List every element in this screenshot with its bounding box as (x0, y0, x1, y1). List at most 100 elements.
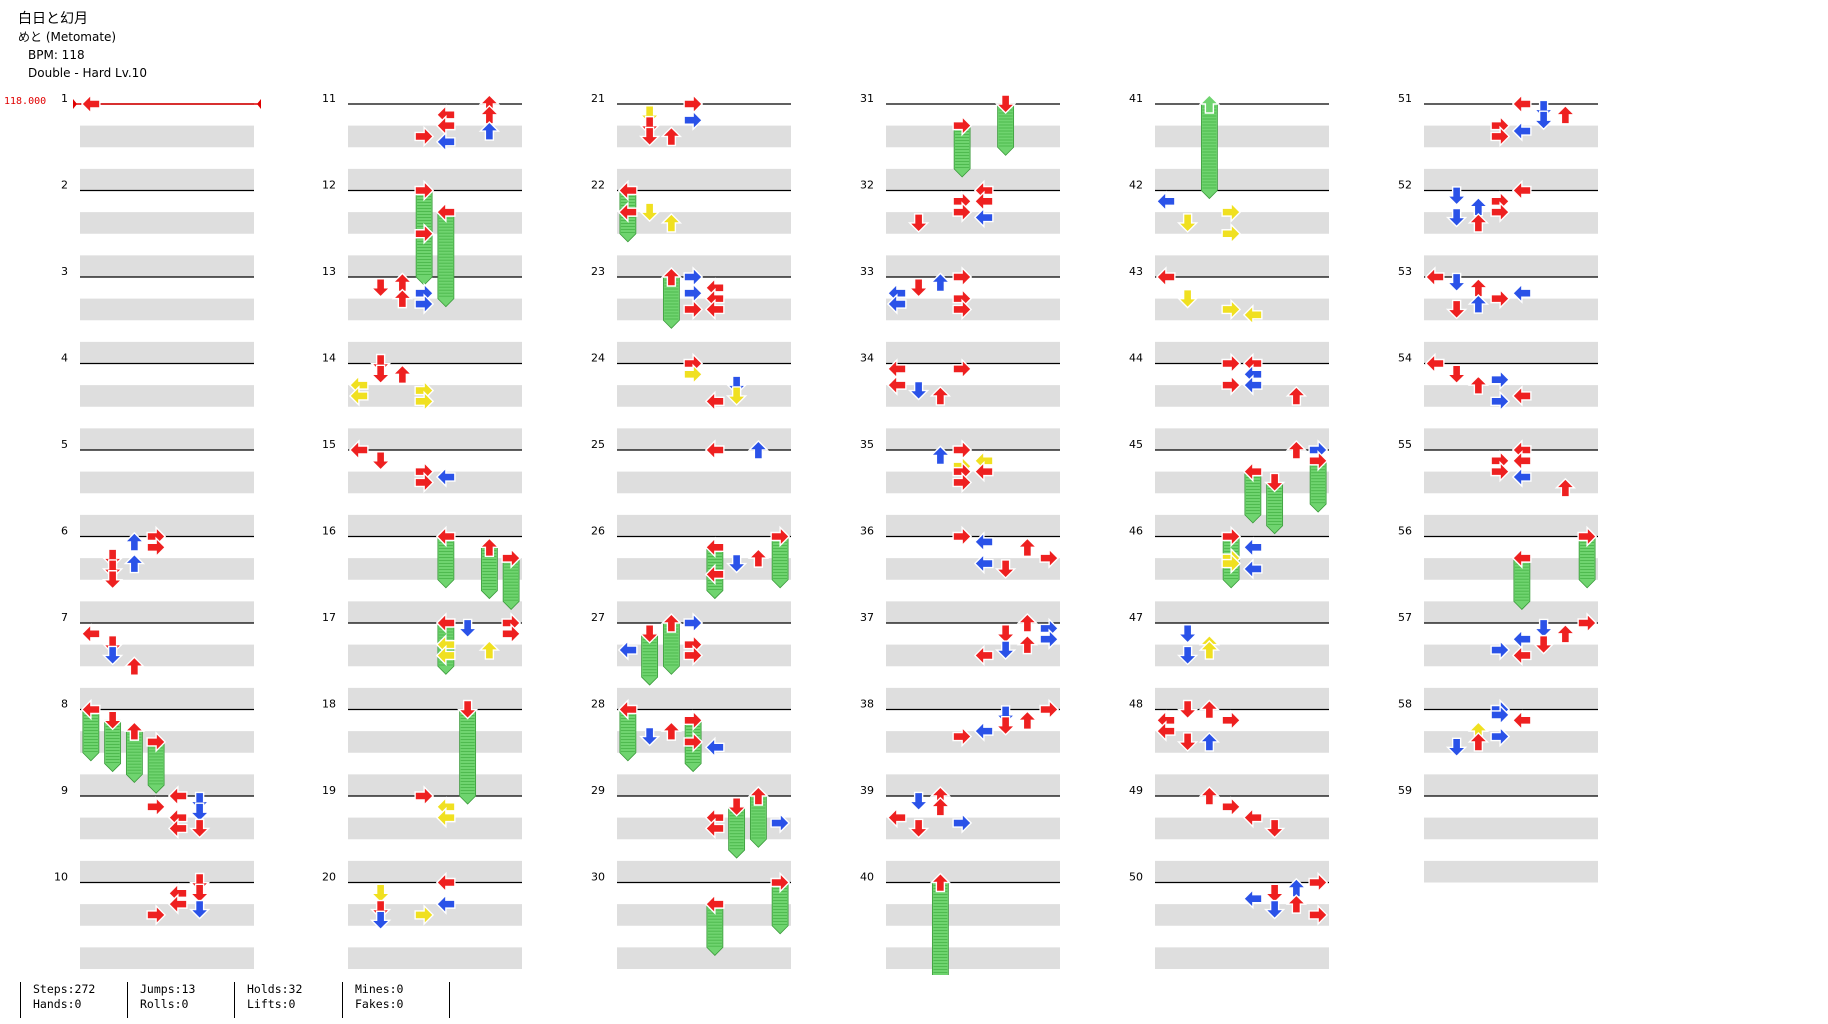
beat-band (1424, 731, 1598, 753)
step-arrow (1424, 266, 1445, 288)
hold-body (931, 882, 949, 975)
step-arrow (1490, 287, 1511, 310)
step-arrow (683, 363, 704, 386)
step-arrow (704, 536, 725, 559)
step-arrow (1155, 190, 1176, 213)
hold-body (437, 211, 455, 308)
step-arrow (907, 380, 930, 401)
beat-band (348, 471, 522, 494)
step-arrow (747, 786, 770, 806)
step-arrow (770, 812, 791, 834)
beat-band (80, 774, 254, 796)
step-arrow (435, 871, 456, 894)
step-arrow (1242, 558, 1263, 580)
step-arrow (188, 883, 211, 904)
measure-number: 57 (1398, 611, 1412, 624)
step-arrow (660, 721, 683, 741)
step-arrow (1490, 125, 1511, 148)
beat-band (80, 514, 254, 537)
step-arrow (952, 525, 973, 548)
beat-band (348, 168, 522, 191)
step-arrow (369, 451, 392, 471)
measure-number: 46 (1129, 525, 1143, 538)
step-arrow (1285, 894, 1308, 914)
step-arrow (994, 559, 1017, 579)
measure-number: 53 (1398, 265, 1412, 278)
beat-band (886, 341, 1060, 364)
bpm-marker-left (73, 99, 77, 109)
step-arrow (435, 612, 456, 634)
measure-number: 19 (322, 784, 336, 797)
beat-band (348, 341, 522, 364)
beat-band (1155, 860, 1329, 883)
beat-band (348, 212, 522, 234)
stats-col-steps: Steps:272 Hands:0 (20, 982, 95, 1018)
measure-number: 8 (61, 698, 68, 711)
measure-number: 22 (591, 179, 605, 192)
beat-band (1424, 168, 1598, 191)
beat-band (80, 471, 254, 494)
beat-band (886, 385, 1060, 407)
step-arrow (1445, 207, 1468, 228)
step-arrow (1511, 179, 1532, 202)
measure-number: 10 (54, 871, 68, 884)
step-arrow (435, 893, 456, 915)
step-arrow (1467, 731, 1490, 752)
beat-band (80, 385, 254, 407)
measure-number: 37 (860, 611, 874, 624)
beat-band (617, 385, 791, 407)
beat-band (1155, 904, 1329, 926)
beat-band (886, 860, 1060, 883)
step-arrow (501, 547, 522, 569)
beat-band (886, 428, 1060, 450)
hold-body (459, 709, 477, 805)
stat-lifts: Lifts:0 (247, 997, 296, 1011)
step-arrow (770, 871, 791, 894)
measure-number: 59 (1398, 784, 1412, 797)
step-arrow (704, 298, 725, 321)
measure-number: 24 (591, 352, 605, 365)
bpm-change-label: 118.000 (4, 96, 47, 107)
beat-band (617, 731, 791, 753)
measure-number: 7 (61, 611, 68, 624)
step-arrow (617, 201, 638, 223)
beat-band (617, 255, 791, 277)
stats-col-jumps: Jumps:13 Rolls:0 (127, 982, 195, 1018)
step-arrow (167, 785, 188, 807)
beat-band (348, 125, 522, 148)
beat-band (348, 817, 522, 840)
measure-number: 40 (860, 871, 874, 884)
step-arrow (952, 358, 973, 380)
measure-number: 26 (591, 525, 605, 538)
measure-number: 32 (860, 179, 874, 192)
step-arrow (1176, 699, 1199, 720)
measure-number: 31 (860, 92, 874, 105)
step-arrow (1221, 796, 1242, 818)
difficulty-label: Double - Hard Lv.10 (28, 66, 147, 80)
beat-band (1155, 644, 1329, 667)
beat-band (617, 341, 791, 364)
step-arrow (414, 125, 435, 148)
measure-number: 21 (591, 92, 605, 105)
step-arrow (80, 623, 101, 645)
measure-number: 51 (1398, 92, 1412, 105)
step-arrow (188, 899, 211, 920)
beat-band (348, 644, 522, 667)
step-arrow (1176, 624, 1199, 644)
step-arrow (952, 298, 973, 321)
step-arrow (1176, 288, 1199, 309)
stat-hands: Hands:0 (33, 997, 82, 1011)
beat-band (617, 168, 791, 191)
beat-band (886, 601, 1060, 623)
step-arrow (1263, 818, 1286, 839)
step-arrow (660, 613, 683, 633)
step-arrow (456, 699, 479, 720)
measure-number: 9 (61, 784, 68, 797)
beat-band (1424, 644, 1598, 667)
step-arrow (1554, 477, 1577, 498)
beat-band (886, 731, 1060, 753)
beat-band (1424, 860, 1598, 883)
step-arrow (747, 548, 770, 568)
step-arrow (1490, 369, 1511, 391)
beat-band (80, 817, 254, 840)
